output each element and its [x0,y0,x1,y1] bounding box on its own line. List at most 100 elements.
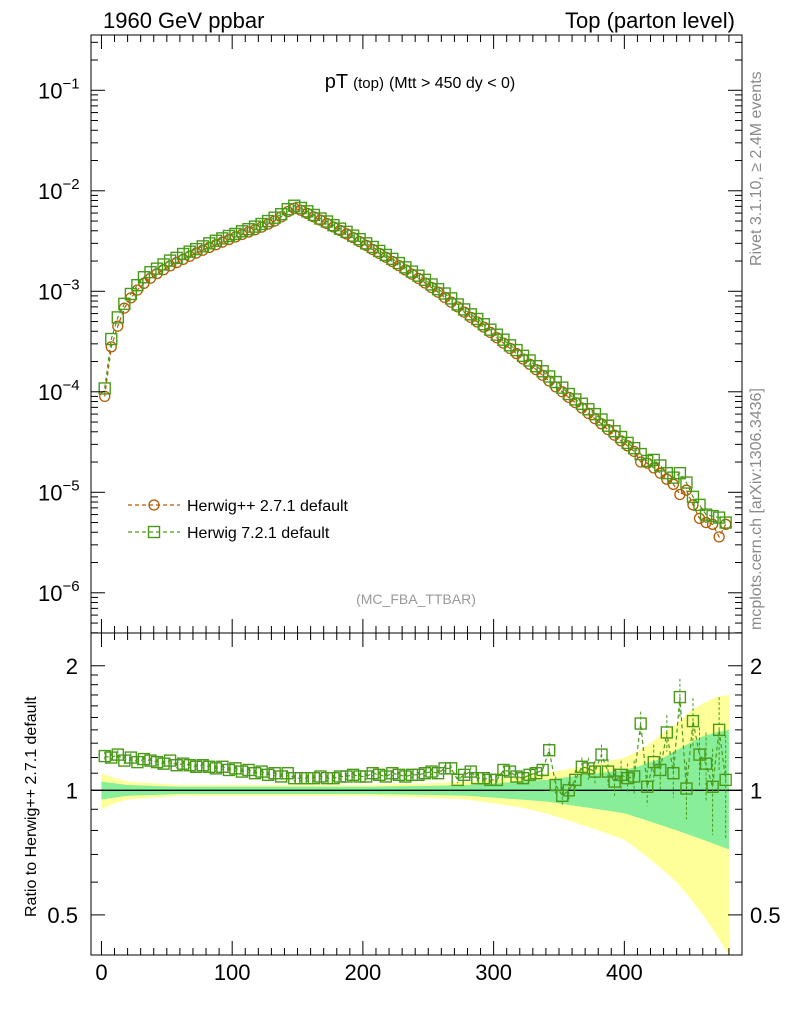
data-point [163,254,177,267]
ratio-point [693,748,706,761]
data-point [294,201,308,215]
ratio-point [686,714,700,728]
ratio-point [190,760,203,773]
data-point [386,252,399,266]
data-point [118,297,131,311]
data-point [399,261,412,274]
ratio-point [157,757,170,770]
ratio-point [170,759,183,772]
data-point [418,273,432,287]
data-point [654,459,667,472]
data-point [706,518,719,530]
data-point [150,262,164,275]
ratio-point [412,768,425,782]
data-point [425,278,438,291]
data-point [111,311,124,324]
data-point [327,218,340,232]
ratio-point [242,763,255,777]
data-point [196,240,209,253]
data-point [98,382,111,395]
header-left: 1960 GeV ppbar [103,8,264,33]
data-point [667,471,680,484]
ratio-point [542,744,556,757]
x-tick-label: 400 [606,960,643,985]
data-point [288,199,301,212]
data-point [353,232,366,246]
data-point [301,205,314,218]
ratio-point [575,760,589,773]
data-point [248,220,262,233]
ratio-y-tick-label-left: 1 [66,778,78,803]
data-point [431,282,445,296]
plot-title: pT (top) (Mtt > 450 dy < 0) [325,71,515,93]
data-point [503,339,517,352]
legend-label: Herwig 7.2.1 default [187,525,330,542]
ratio-point [562,784,575,797]
legend-marker [148,499,160,511]
data-point [124,287,138,301]
data-point [641,454,654,468]
ratio-point [405,768,419,782]
ratio-point [137,752,151,766]
ratio-point [418,767,432,780]
rivet-label: Rivet 3.1.10, ≥ 2.4M events [748,71,765,266]
ratio-point [268,767,281,780]
data-point [131,278,144,292]
data-point [105,341,117,353]
ratio-point [105,751,118,764]
ratio-point [621,771,634,785]
ratio-point [235,765,249,778]
data-point [680,484,693,496]
ratio-point [163,754,177,767]
data-point [268,211,281,224]
ratio-point [680,782,693,795]
ratio-point [294,771,308,785]
ratio-point [301,771,314,785]
data-point [242,222,255,236]
ratio-point [608,775,621,788]
ratio-point [216,760,229,773]
data-point [680,476,693,489]
x-tick-label: 0 [95,960,107,985]
data-point [346,229,360,242]
ratio-point [379,770,392,783]
ratio-point [641,780,654,793]
ratio-point [654,763,667,777]
data-point [543,375,555,387]
y-tick-label: 10−2 [38,176,80,204]
ratio-point [346,768,360,782]
data-point [693,498,706,512]
data-point [660,466,674,480]
x-tick-label: 300 [475,960,512,985]
y-tick-label: 10−5 [38,477,80,505]
data-point [190,242,203,256]
ratio-point [118,754,131,767]
data-point [700,516,712,529]
ratio-y-tick-label-right: 2 [750,654,762,679]
data-point [281,203,294,216]
data-point [203,237,216,250]
data-point [229,227,242,241]
ratio-point [438,762,451,775]
ratio-plot: 0.5 0.5 1 1 2 2 0 100 200 300 400 Ratio to Herwig+… [23,632,781,985]
data-point [634,447,647,461]
ratio-point [601,765,615,778]
data-point [314,212,327,225]
data-point [157,258,170,271]
ratio-point [673,690,687,704]
data-point [359,237,373,250]
ratio-point [627,770,641,783]
mcplots-label: mcplots.cern.ch [arXiv:1306.3436] [748,388,765,630]
ratio-point [392,768,406,782]
data-point [307,208,321,222]
ratio-y-tick-label-right: 0.5 [750,903,781,928]
data-point [222,229,236,243]
ratio-point [131,755,144,769]
ratio-point [490,773,504,787]
ratio-ylabel: Ratio to Herwig++ 2.7.1 default [23,696,40,917]
data-point [235,225,249,238]
ratio-point [366,767,379,780]
data-point [516,349,530,363]
main-plot-frame [90,34,743,634]
